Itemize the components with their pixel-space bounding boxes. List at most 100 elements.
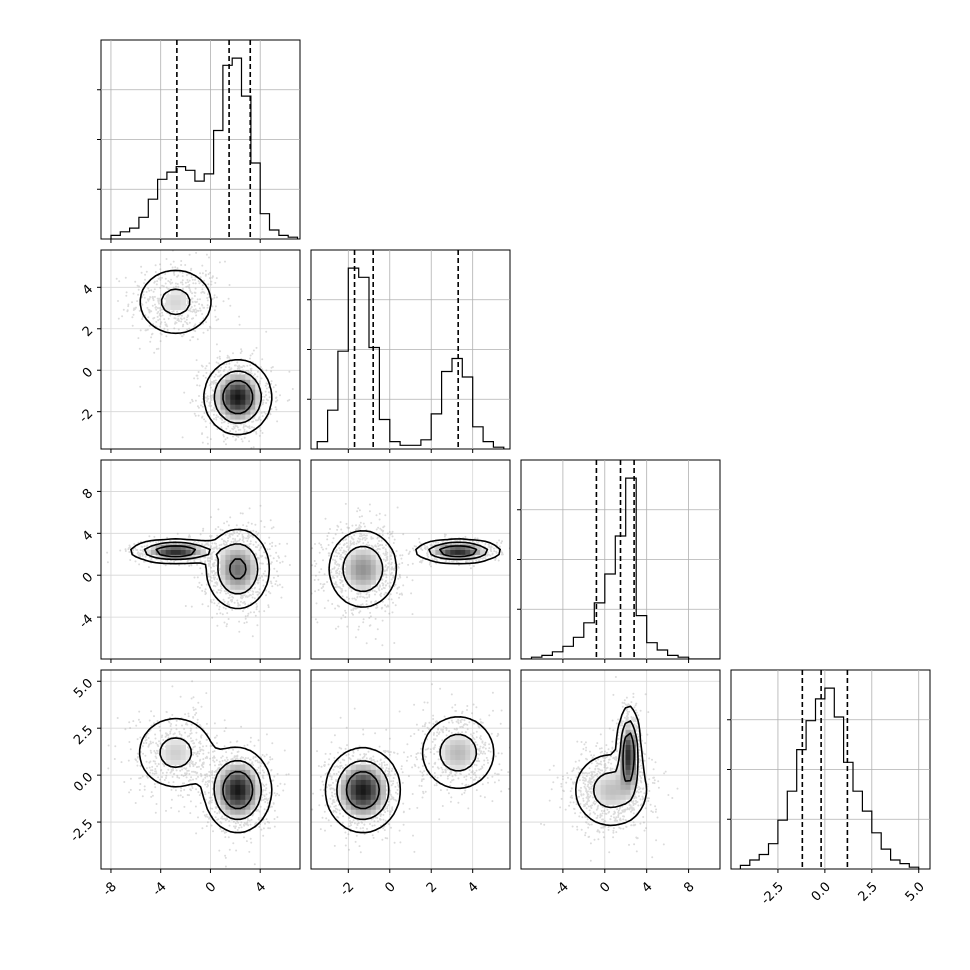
histogram-step (316, 267, 505, 449)
density-cell (245, 794, 251, 800)
density-cell (615, 779, 621, 785)
hist-panel-2 (517, 459, 721, 660)
density-cell (630, 729, 636, 736)
x-tick-label: 2 (424, 879, 440, 895)
density-cell (620, 739, 626, 745)
density-cell (240, 544, 246, 550)
density-cell (605, 779, 611, 785)
density-cell (230, 779, 236, 785)
density-cell (365, 559, 372, 565)
density-cell (365, 569, 372, 575)
density-cell (185, 754, 191, 760)
density-cell (215, 404, 221, 410)
density-cell (370, 564, 377, 570)
scatter-panel-3-0 (100, 669, 301, 870)
density-cell (345, 554, 352, 560)
density-cell (375, 774, 382, 780)
density-cell (225, 554, 231, 560)
density-cell (460, 549, 466, 555)
density-cell (225, 579, 231, 585)
density-cell (615, 784, 621, 790)
density-cell (625, 754, 631, 760)
density-cell (175, 759, 181, 765)
density-cell (440, 549, 446, 555)
density-cell (360, 569, 367, 575)
density-cell (235, 414, 241, 420)
density-cell (215, 389, 221, 395)
density-cell (475, 544, 481, 550)
density-cell (240, 794, 246, 800)
density-cell (165, 759, 172, 765)
density-cell (355, 549, 362, 555)
density-cell (620, 794, 626, 800)
density-cell (470, 554, 476, 560)
density-cell (180, 739, 186, 745)
density-cell (180, 754, 186, 760)
x-tick-label: 2.5 (856, 879, 881, 904)
y-tick-label: -2.5 (68, 817, 97, 846)
density-cell (240, 584, 246, 590)
y-tick-label: 2.5 (71, 723, 96, 748)
density-cell (630, 734, 636, 741)
density-cell (605, 784, 611, 790)
y-tick-label: 5.0 (71, 676, 96, 701)
contour-level-3 (622, 732, 635, 782)
density-cell (235, 389, 241, 395)
density-cell (225, 549, 231, 555)
density-cell (600, 799, 606, 805)
density-cell (225, 574, 231, 580)
density-cell (350, 569, 357, 575)
density-cell (250, 774, 256, 780)
density-cell (175, 744, 181, 750)
density-cell (250, 389, 256, 395)
density-cell (610, 779, 616, 785)
density-cell (340, 794, 347, 800)
density-cell (370, 764, 377, 770)
density-cell (170, 294, 177, 301)
density-cell (440, 749, 446, 755)
density-cell (355, 559, 362, 565)
density-cell (460, 759, 466, 765)
density-cell (235, 804, 241, 810)
density-cell (170, 744, 177, 750)
density-cell (445, 759, 451, 765)
density-cell (455, 744, 461, 750)
density-cell (230, 584, 236, 590)
density-cell (440, 554, 446, 560)
density-cell (625, 774, 631, 780)
density-cell (215, 799, 221, 805)
contour-level-1 (130, 528, 271, 610)
density-cell (235, 759, 241, 765)
density-cell (160, 749, 167, 755)
hist-panel-0 (97, 39, 301, 240)
density-cell (175, 544, 181, 550)
density-cell (240, 404, 246, 410)
density-cell (230, 384, 236, 390)
contour-level-3 (345, 771, 380, 810)
density-cell (235, 579, 241, 585)
density-cell (345, 784, 352, 790)
density-cell (195, 544, 201, 550)
density-cell (625, 779, 631, 785)
density-cell (165, 304, 172, 311)
density-cell (350, 574, 357, 580)
density-cell (160, 754, 167, 760)
histogram-step (739, 687, 920, 869)
density-cell (375, 554, 382, 560)
density-cell (250, 779, 256, 785)
density-cell (200, 549, 206, 555)
density-cell (220, 794, 226, 800)
density-cell (365, 774, 372, 780)
density-cell (370, 554, 377, 560)
density-cell (215, 399, 221, 405)
density-cell (240, 394, 246, 400)
density-cell (345, 769, 352, 775)
density-cell (620, 799, 626, 805)
density-cell (350, 554, 357, 560)
density-cell (170, 289, 177, 296)
panel-frame (100, 249, 301, 450)
density-cell (600, 789, 606, 795)
density-cell (600, 779, 606, 785)
density-cell (335, 794, 342, 800)
density-cell (360, 779, 367, 785)
